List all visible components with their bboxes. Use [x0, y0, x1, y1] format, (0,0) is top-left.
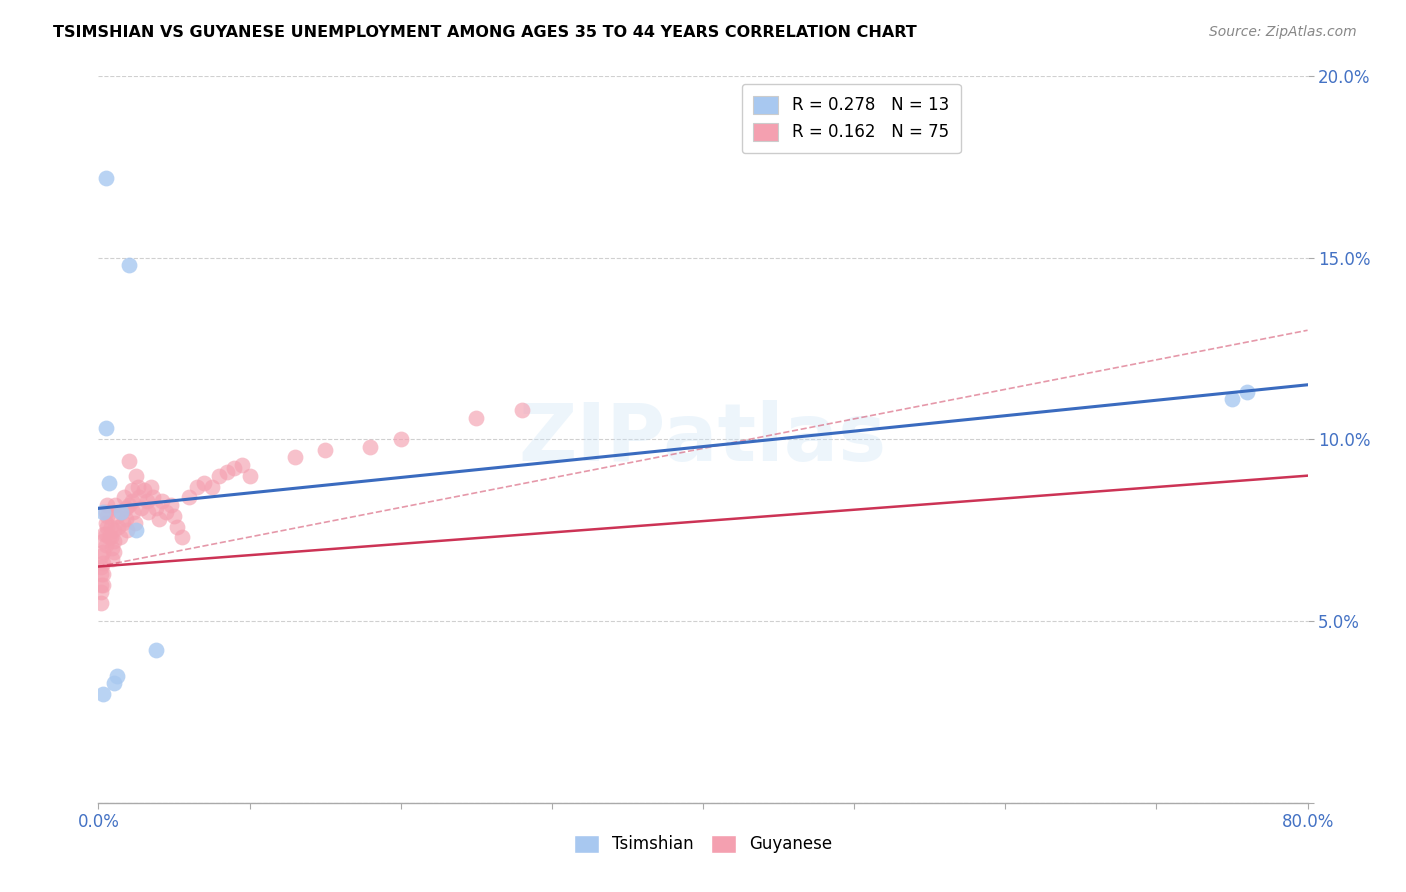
Point [91, 578, 114, 592]
Point [155, 505, 177, 519]
Point [94, 170, 117, 185]
Point [125, 468, 148, 483]
Point [124, 516, 146, 530]
Point [96, 519, 118, 533]
Point [90, 559, 112, 574]
Point [93, 526, 115, 541]
Point [465, 410, 488, 425]
Point [100, 519, 122, 533]
Point [215, 465, 238, 479]
Point [121, 483, 143, 498]
Point [108, 531, 131, 545]
Point [112, 491, 135, 505]
Point [91, 545, 114, 559]
Point [118, 454, 141, 468]
Point [91, 534, 114, 549]
Point [150, 494, 173, 508]
Point [91, 687, 114, 701]
Point [94, 526, 117, 541]
Point [90, 596, 112, 610]
Point [90, 566, 112, 581]
Point [98, 475, 121, 490]
Text: TSIMSHIAN VS GUYANESE UNEMPLOYMENT AMONG AGES 35 TO 44 YEARS CORRELATION CHART: TSIMSHIAN VS GUYANESE UNEMPLOYMENT AMONG… [53, 25, 917, 40]
Point [90, 578, 112, 592]
Point [166, 519, 188, 533]
Point [114, 501, 136, 516]
Point [98, 531, 121, 545]
Point [389, 432, 412, 446]
Point [107, 519, 129, 533]
Point [101, 552, 124, 566]
Point [135, 494, 157, 508]
Point [145, 643, 167, 657]
Point [510, 403, 533, 417]
Point [148, 512, 170, 526]
Point [193, 475, 215, 490]
Point [118, 498, 141, 512]
Point [104, 498, 127, 512]
Point [129, 501, 152, 516]
Point [91, 556, 114, 570]
Point [231, 458, 253, 472]
Point [118, 258, 141, 272]
Point [160, 498, 183, 512]
Point [94, 516, 117, 530]
Point [121, 494, 143, 508]
Point [100, 531, 122, 545]
Point [94, 421, 117, 435]
Point [96, 508, 118, 523]
Point [94, 505, 117, 519]
Point [103, 523, 125, 537]
Point [314, 443, 336, 458]
Point [201, 479, 224, 493]
Point [94, 538, 117, 552]
Point [91, 505, 114, 519]
Point [122, 505, 145, 519]
Legend: Tsimshian, Guyanese: Tsimshian, Guyanese [567, 828, 839, 860]
Point [127, 479, 149, 493]
Point [179, 491, 201, 505]
Text: ZIPatlas: ZIPatlas [519, 401, 887, 478]
Point [90, 549, 112, 563]
Point [360, 440, 382, 454]
Text: Source: ZipAtlas.com: Source: ZipAtlas.com [1209, 25, 1357, 39]
Point [125, 523, 148, 537]
Point [103, 676, 125, 690]
Point [170, 531, 193, 545]
Point [1236, 385, 1258, 400]
Point [284, 450, 307, 465]
Point [128, 491, 150, 505]
Point [103, 534, 125, 549]
Point [186, 479, 208, 493]
Point [1220, 392, 1243, 407]
Point [91, 566, 114, 581]
Point [115, 523, 138, 537]
Point [136, 505, 159, 519]
Point [239, 468, 262, 483]
Point [163, 508, 186, 523]
Point [110, 505, 132, 519]
Point [145, 501, 167, 516]
Point [105, 668, 128, 682]
Point [208, 468, 231, 483]
Point [114, 512, 136, 526]
Point [142, 491, 165, 505]
Point [90, 585, 112, 599]
Point [141, 479, 163, 493]
Point [111, 516, 134, 530]
Point [96, 498, 118, 512]
Point [132, 483, 155, 498]
Point [101, 541, 124, 556]
Point [224, 461, 246, 475]
Point [105, 508, 128, 523]
Point [103, 545, 125, 559]
Point [110, 505, 132, 519]
